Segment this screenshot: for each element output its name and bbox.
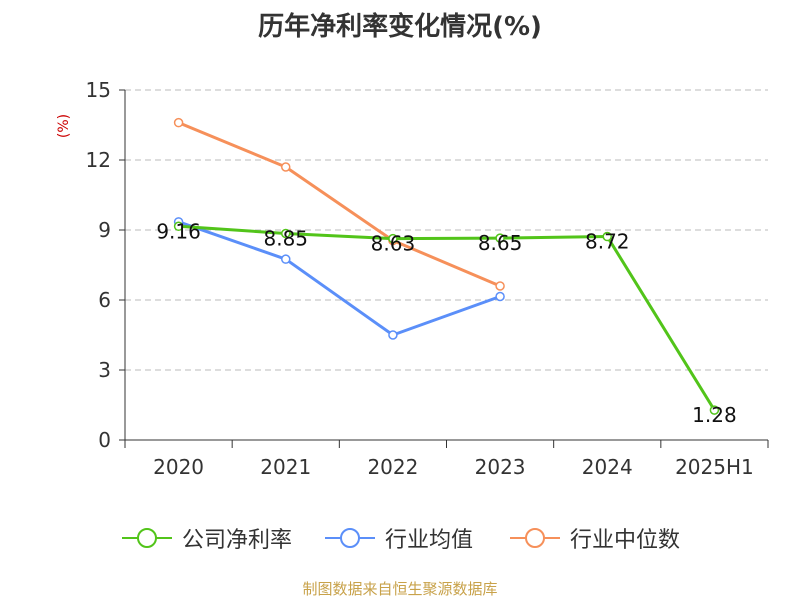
data-point [173, 221, 184, 232]
legend-label: 行业中位数 [570, 528, 681, 553]
legend-line-circle-icon [122, 528, 172, 548]
data-point [495, 291, 505, 302]
legend-item[interactable]: 公司净利率 [120, 518, 292, 558]
y-tick-label: 9 [98, 218, 111, 242]
legend-label: 公司净利率 [182, 528, 293, 553]
data-label: 8.72 [585, 230, 630, 254]
data-point [388, 233, 398, 244]
y-tick-label: 0 [98, 428, 111, 452]
data-point [281, 254, 291, 264]
data-label: 9.16 [156, 219, 201, 243]
legend-item[interactable]: 行业均值 [323, 518, 473, 558]
data-label: 1.28 [692, 403, 737, 427]
data-point [173, 117, 184, 128]
data-label: 8.63 [371, 232, 416, 256]
legend-line-circle-icon [325, 528, 375, 548]
data-point [602, 231, 612, 242]
series-industry-mean-line [178, 220, 501, 337]
data-point [495, 233, 505, 243]
data-label: 8.85 [263, 227, 308, 251]
data-point [281, 228, 291, 239]
legend-label: 行业均值 [385, 528, 474, 553]
x-tick-label: 2023 [475, 455, 526, 479]
series-company-line [178, 224, 716, 411]
data-label: 8.65 [478, 231, 523, 255]
y-tick-label: 6 [98, 288, 111, 312]
y-tick-label: 12 [86, 148, 111, 172]
x-tick-label: 2021 [260, 455, 311, 479]
data-point [281, 162, 291, 172]
data-point [709, 405, 720, 415]
data-point [495, 281, 505, 291]
y-tick-label: 3 [98, 358, 111, 382]
x-tick-label: 2025H1 [675, 455, 754, 479]
legend: 公司净利率 行业均值 行业中位数 [0, 518, 800, 558]
data-point [388, 330, 398, 340]
chart-title: 历年净利率变化情况(%) [258, 12, 542, 42]
x-tick-label: 2020 [153, 455, 204, 479]
x-tick-label: 2024 [582, 455, 633, 479]
x-tick-label: 2022 [367, 455, 418, 479]
y-axis-label: (%) [56, 114, 72, 138]
source-text: 制图数据来自恒生聚源数据库 [302, 580, 498, 598]
series-industry-median-line [178, 121, 501, 288]
y-tick-label: 15 [86, 78, 111, 102]
legend-line-circle-icon [510, 528, 560, 548]
legend-item[interactable]: 行业中位数 [508, 518, 680, 558]
line-chart: 0 3 6 9 12 15 2020 2021 2022 2023 2024 2025H1 (%) 9.1… [56, 78, 769, 479]
